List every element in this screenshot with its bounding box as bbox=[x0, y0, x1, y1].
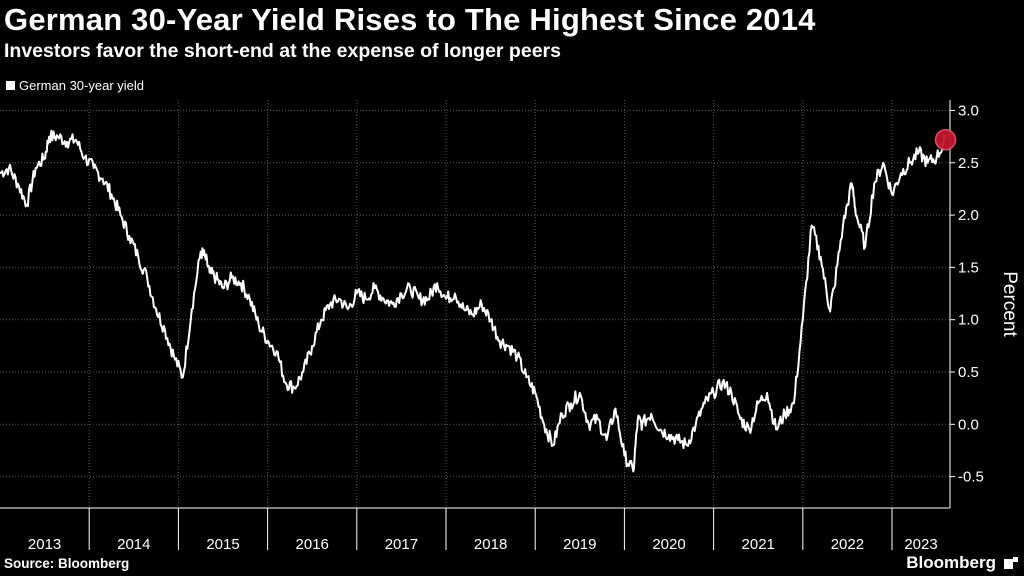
x-tick-label: 2023 bbox=[904, 536, 937, 553]
brand-name: Bloomberg bbox=[906, 553, 996, 572]
y-tick-label: 2.0 bbox=[958, 207, 979, 224]
x-tick-label: 2018 bbox=[474, 536, 507, 553]
x-tick-label: 2014 bbox=[117, 536, 150, 553]
y-tick-label: 2.5 bbox=[958, 155, 979, 172]
chart-legend: German 30-year yield bbox=[6, 78, 144, 93]
y-tick-label: 0.0 bbox=[958, 416, 979, 433]
legend-swatch bbox=[6, 81, 15, 90]
x-tick-label: 2020 bbox=[652, 536, 685, 553]
latest-value-marker bbox=[934, 129, 957, 151]
bloomberg-logo-icon bbox=[1004, 557, 1018, 569]
x-tick-label: 2021 bbox=[742, 536, 775, 553]
legend-label: German 30-year yield bbox=[19, 78, 144, 93]
chart-title: German 30-Year Yield Rises to The Highes… bbox=[4, 2, 816, 37]
y-tick-label: 3.0 bbox=[958, 102, 979, 119]
y-tick-label: 0.5 bbox=[958, 364, 979, 381]
series-line-german-30-year-yield bbox=[0, 129, 947, 473]
y-tick-label: 1.0 bbox=[958, 312, 979, 329]
y-axis-label: Percent bbox=[999, 271, 1020, 337]
x-tick-label: 2017 bbox=[385, 536, 418, 553]
y-tick-label: -0.5 bbox=[958, 469, 984, 486]
x-tick-label: 2013 bbox=[28, 536, 61, 553]
y-tick-label: 1.5 bbox=[958, 259, 979, 276]
source-note: Source: Bloomberg bbox=[4, 556, 130, 571]
chart-subtitle: Investors favor the short-end at the exp… bbox=[4, 40, 561, 62]
x-tick-label: 2022 bbox=[831, 536, 864, 553]
x-tick-label: 2015 bbox=[206, 536, 239, 553]
x-tick-label: 2019 bbox=[563, 536, 596, 553]
x-tick-label: 2016 bbox=[296, 536, 329, 553]
